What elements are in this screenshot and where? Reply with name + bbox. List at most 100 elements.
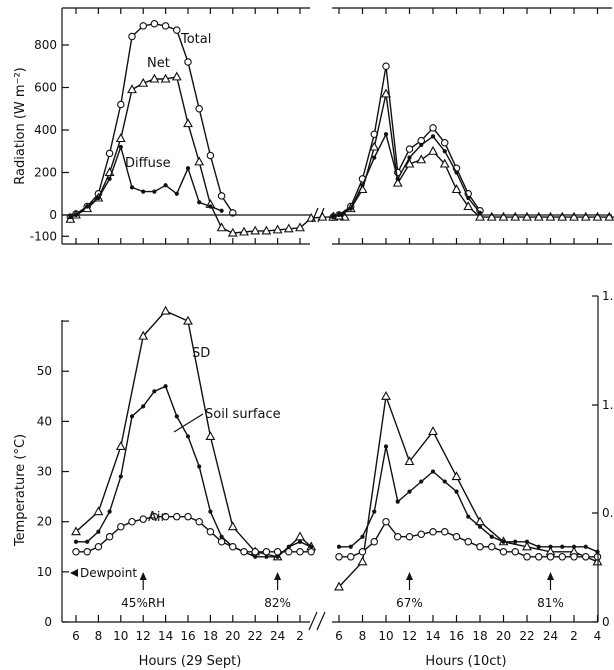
point-diffuse [129,185,135,190]
point-air [150,512,159,521]
point-net [127,84,137,94]
point-diffuse [331,215,336,220]
point-soil-surface [309,544,314,549]
point-net [416,154,427,164]
point-total [217,192,226,200]
point-sd [138,330,149,340]
point-sd [357,556,368,566]
point-net [183,118,193,128]
point-sd [160,305,171,315]
point-air [240,548,248,556]
point-soil-surface [253,554,258,559]
point-diffuse [96,195,101,201]
point-total [184,58,192,66]
point-net [138,77,149,87]
point-air [229,543,237,551]
soil-surface-leader [173,413,204,433]
point-diffuse [185,166,191,171]
total-annotation: Total [180,32,211,47]
point-net [522,211,532,221]
point-net [475,211,485,221]
secondary-y-tick-label: 1.0 [602,398,614,412]
point-soil-surface [583,544,588,549]
soil-surface-annotation: Soil surface [205,407,281,422]
point-soil-surface [501,539,506,544]
temperature-x-tick-label: 24 [270,629,285,643]
point-sd [428,426,438,435]
point-sd [93,506,104,516]
temperature-x-tick-label: 14 [158,629,173,643]
point-soil-surface [73,539,79,544]
point-soil-surface [264,554,269,559]
temperature-x-tick-label: 24 [543,629,558,643]
temperature-x-tick-label: 20 [225,629,240,643]
point-sd [115,441,126,451]
point-diffuse [141,189,146,194]
point-air [523,553,531,561]
radiation-y-tick-label: 200 [34,166,57,180]
point-soil-surface [442,479,447,484]
point-sd [404,456,415,466]
point-air [105,532,114,541]
point-diffuse [107,176,112,181]
point-air [440,527,449,536]
point-air [346,553,355,561]
point-net [510,211,521,221]
point-diffuse [197,200,202,205]
point-net [283,223,294,233]
point-air [217,538,226,546]
point-air [262,548,271,556]
temperature-x-tick-label: 14 [425,629,440,643]
point-air [499,548,508,556]
point-diffuse [442,149,447,154]
point-net [486,211,497,221]
temperature-y-tick-label: 10 [37,565,52,579]
point-net [261,225,272,235]
rh-label: 45%RH [121,596,165,610]
radiation-series [65,19,614,237]
point-soil-surface [430,469,436,474]
point-diffuse [372,155,377,160]
point-soil-surface [336,544,342,549]
point-soil-surface [219,534,224,539]
temperature-axis-break [308,611,326,631]
point-total [150,19,159,28]
point-air [273,548,282,556]
point-total [195,105,203,113]
point-total [206,151,215,160]
point-sd [71,526,81,536]
series-diffuse [68,132,483,220]
point-soil-surface [548,544,553,549]
point-soil-surface [477,524,483,529]
point-sd [381,390,391,400]
temperature-x-tick-label: 16 [449,629,464,643]
dewpoint-arrow [70,569,78,577]
point-air [296,548,304,556]
rh-arrowhead [406,572,413,580]
point-air [370,538,378,546]
point-air [476,543,484,551]
point-air [94,543,103,551]
temperature-x-tick-label: 10 [378,629,393,643]
point-soil-surface [348,544,353,549]
point-soil-surface [85,539,90,544]
point-diffuse [430,134,436,139]
point-soil-surface [536,544,541,549]
point-diffuse [208,204,213,209]
point-sd [183,315,193,325]
radiation-y-label: Radiation (W m⁻²) [13,67,28,184]
point-sd [334,581,344,591]
point-total [105,149,114,158]
point-net [557,211,568,221]
point-soil-surface [141,404,146,409]
axis-ticks: -100 0 200 400 600 800 0 10 20 30 40 50 1.5 1.0 0.5 0 6 8… [30,8,614,643]
point-net [171,71,182,81]
point-total [161,22,170,30]
point-net [149,73,160,83]
x-axis-label-day1: Hours (29 Sept) [139,654,242,669]
point-total [429,124,437,132]
point-net [428,145,438,155]
temperature-y-label: Temperature (°C) [13,434,28,547]
secondary-y-tick-label: 0.5 [602,506,614,520]
